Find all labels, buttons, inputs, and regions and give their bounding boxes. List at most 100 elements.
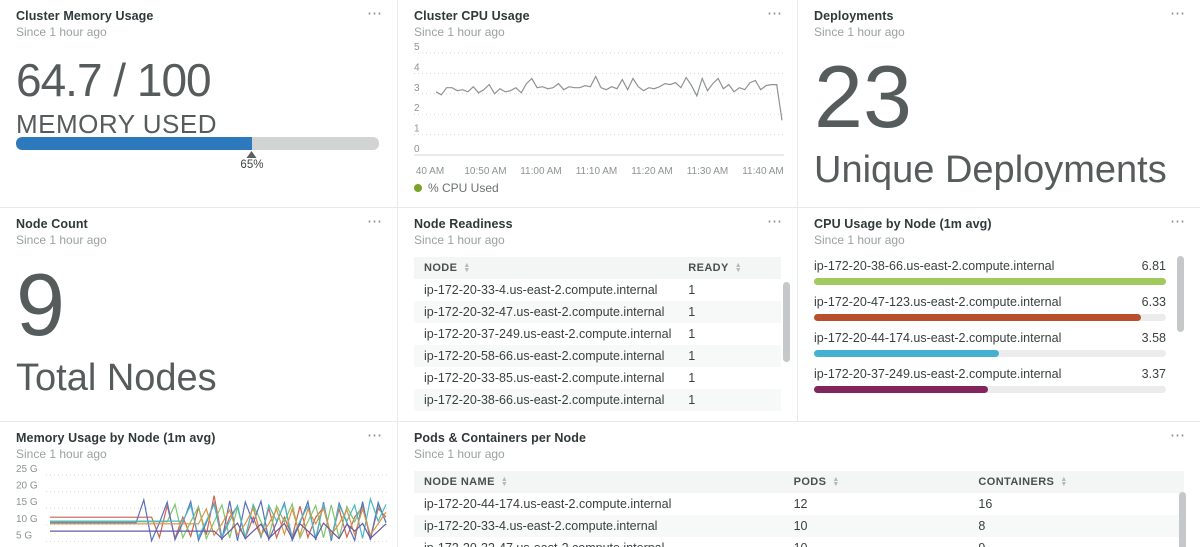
svg-text:11:30 AM: 11:30 AM [687,166,729,177]
bar-fill [814,314,1142,321]
column-header-sort[interactable]: CONTAINERS ▲ ▼ [968,471,1184,493]
node-cpu-value: 3.37 [1141,367,1166,381]
column-header-sort[interactable]: PODS ▲ ▼ [783,471,969,493]
panel-menu-icon[interactable]: ⋯ [1170,5,1186,22]
bar-list-item: ip-172-20-47-123.us-east-2.compute.inter… [814,295,1166,321]
panel-menu-icon[interactable]: ⋯ [767,213,783,230]
table-cell: 1 [688,371,696,385]
bar-list-scrollbar[interactable] [1177,256,1184,332]
panel-menu-icon[interactable]: ⋯ [1170,213,1186,230]
svg-text:25 G: 25 G [16,465,38,475]
panel-menu-icon[interactable]: ⋯ [767,5,783,22]
bar-fill [814,278,1166,285]
progress-fill [16,137,252,150]
table-row: ip-172-20-37-249.us-east-2.compute.inter… [414,323,781,345]
panel-menu-icon[interactable]: ⋯ [367,427,383,444]
table-cell: ip-172-20-33-4.us-east-2.compute.interna… [424,283,658,297]
memory-used-value: 64.7 / 100 [16,54,212,106]
svg-text:10:50 AM: 10:50 AM [464,166,506,177]
table-cell: ip-172-20-58-66.us-east-2.compute.intern… [414,345,679,367]
panel-cpu-usage-by-node: CPU Usage by Node (1m avg) Since 1 hour … [798,208,1200,422]
panel-subtitle: Since 1 hour ago [414,233,505,247]
svg-text:5 G: 5 G [16,530,32,541]
panel-subtitle: Since 1 hour ago [814,25,905,39]
panel-node-readiness: Node Readiness Since 1 hour ago ⋯ NODE ▲ ▼… [398,208,798,422]
panel-cluster-cpu-usage: Cluster CPU Usage Since 1 hour ago ⋯ 5 4 3… [398,0,798,208]
svg-text:5: 5 [414,43,420,53]
panel-memory-usage-by-node: Memory Usage by Node (1m avg) Since 1 ho… [0,422,398,547]
panel-title: Cluster Memory Usage [16,9,154,23]
pods-containers-table: NODE NAME ▲ ▼ PODS ▲ ▼ CONTAINERS ▲ ▼ ip-172-20-4… [414,471,1184,547]
panel-subtitle: Since 1 hour ago [814,233,905,247]
node-cpu-value: 6.81 [1141,259,1166,273]
sort-arrows-icon: ▲ ▼ [463,261,471,275]
bar-fill [814,350,1000,357]
bar-track [814,314,1166,321]
svg-text:11:10 AM: 11:10 AM [576,166,618,177]
marker-label: 65% [240,159,264,171]
node-count-value: 9 [16,255,65,354]
memory-usage-line-chart: 25 G20 G15 G10 G5 G0 [16,465,390,543]
legend-dot-icon [414,184,422,192]
panel-subtitle: Since 1 hour ago [16,233,107,247]
cpu-by-node-bar-chart: ip-172-20-38-66.us-east-2.compute.intern… [814,259,1166,393]
marker-arrow-icon [246,151,257,158]
svg-text:11:20 AM: 11:20 AM [631,166,673,177]
table-cell: 10 [783,515,969,537]
progress-marker: 65% [240,151,263,171]
bar-list-item: ip-172-20-44-174.us-east-2.compute.inter… [814,331,1166,357]
table-cell: 1 [688,283,696,297]
bar-fill [814,386,989,393]
table-row: ip-172-20-58-66.us-east-2.compute.intern… [414,345,781,367]
panel-pods-containers-per-node: Pods & Containers per Node Since 1 hour … [398,422,1200,547]
svg-text:11:00 AM: 11:00 AM [520,166,562,177]
table-cell: ip-172-20-44-174.us-east-2.compute.inter… [424,497,672,511]
sort-arrows-icon: ▲ ▼ [500,475,509,489]
table-scrollbar[interactable] [1179,492,1186,547]
table-cell: 1 [678,301,781,323]
table-cell: 1 [688,327,696,341]
panel-cluster-memory-usage: Cluster Memory Usage Since 1 hour ago ⋯ … [0,0,398,208]
svg-text:20 G: 20 G [16,481,38,492]
panel-deployments: Deployments Since 1 hour ago ⋯ 23 Unique… [798,0,1200,208]
table-cell: ip-172-20-38-66.us-east-2.compute.intern… [414,389,679,411]
table-cell: ip-172-20-32-47.us-east-2.compute.intern… [414,301,679,323]
sort-arrows-icon: ▲ ▼ [1060,475,1068,489]
column-header-sort[interactable]: NODE NAME ▲ ▼ [414,471,784,493]
deployments-value: 23 [814,47,912,146]
panel-title: Memory Usage by Node (1m avg) [16,431,216,445]
deployments-label: Unique Deployments [814,149,1167,191]
table-row: ip-172-20-44-174.us-east-2.compute.inter… [414,493,1184,515]
bar-track [814,278,1166,285]
table-cell: 10 [784,537,969,547]
node-readiness-table: NODE ▲ ▼ READY ▲ ▼ ip-172-20-33-4.us-east-2.co… [414,257,781,411]
bar-list-item: ip-172-20-37-249.us-east-2.compute.inter… [814,367,1166,393]
panel-menu-icon[interactable]: ⋯ [367,213,383,230]
table-row: ip-172-20-33-4.us-east-2.compute.interna… [414,279,781,301]
table-cell: 1 [678,345,781,367]
table-cell: ip-172-20-37-249.us-east-2.compute.inter… [424,327,672,341]
svg-text:40 AM: 40 AM [416,166,444,177]
panel-menu-icon[interactable]: ⋯ [1170,427,1186,444]
table-row: ip-172-20-33-85.us-east-2.compute.intern… [414,367,781,389]
panel-subtitle: Since 1 hour ago [16,25,107,39]
panel-node-count: Node Count Since 1 hour ago ⋯ 9 Total No… [0,208,398,422]
table-scrollbar[interactable] [783,282,790,362]
node-name: ip-172-20-44-174.us-east-2.compute.inter… [814,331,1062,345]
cpu-chart-legend[interactable]: % CPU Used [414,181,781,195]
column-header-sort[interactable]: NODE ▲ ▼ [414,257,679,279]
node-name: ip-172-20-38-66.us-east-2.compute.intern… [814,259,1055,273]
panel-title: Cluster CPU Usage [414,9,530,23]
table-cell: 8 [968,515,1184,537]
svg-text:1: 1 [414,124,420,135]
panel-title: Node Readiness [414,217,513,231]
table-row: ip-172-20-32-47.us-east-2.compute.intern… [414,301,781,323]
svg-text:15 G: 15 G [16,497,38,508]
table-cell: ip-172-20-33-85.us-east-2.compute.intern… [424,371,665,385]
memory-progress-bar: 65% [16,137,379,171]
table-cell: ip-172-20-33-4.us-east-2.compute.interna… [414,515,784,537]
svg-text:3: 3 [414,83,420,94]
panel-menu-icon[interactable]: ⋯ [367,5,383,22]
column-header-sort[interactable]: READY ▲ ▼ [678,257,781,279]
